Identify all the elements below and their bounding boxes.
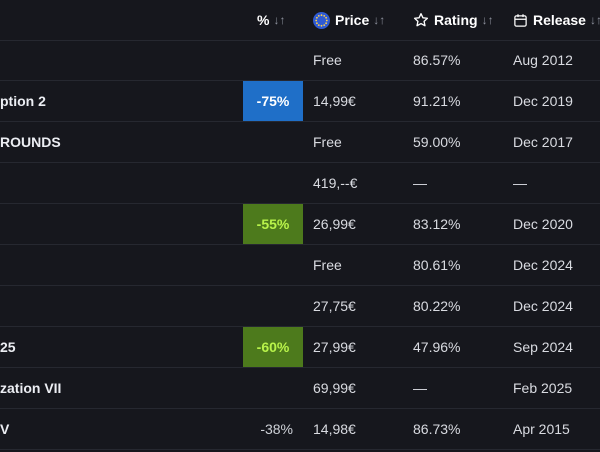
header-release[interactable]: Release ↓↑ (513, 0, 600, 40)
rating-value: 86.73% (413, 421, 461, 437)
sort-percent-icon: ↓↑ (273, 13, 286, 27)
release-value: Dec 2024 (513, 257, 573, 273)
release-value: Apr 2015 (513, 421, 570, 437)
table-row[interactable]: ROUNDS Free 59.00% Dec 2017 (0, 122, 600, 163)
table-row[interactable]: zation VII 69,99€ — Feb 2025 (0, 368, 600, 409)
release-value: Aug 2012 (513, 52, 573, 68)
rating-value: 83.12% (413, 216, 461, 232)
price-value: Free (313, 257, 342, 273)
rating-value: 91.21% (413, 93, 461, 109)
game-name[interactable] (0, 163, 240, 203)
rating-value: — (413, 175, 427, 191)
discount-badge: -75% (243, 81, 303, 121)
discount-badge: -55% (243, 204, 303, 244)
release-value: Feb 2025 (513, 380, 573, 396)
table-row[interactable]: 419,--€ — — (0, 163, 600, 204)
header-price-label: Price (335, 12, 370, 28)
eu-stars-icon (313, 11, 330, 29)
header-release-label: Release (533, 12, 586, 28)
table-header: % ↓↑ (0, 0, 600, 41)
header-percent-label: % (257, 12, 270, 28)
release-value: Dec 2019 (513, 93, 573, 109)
sort-price-icon: ↓↑ (373, 13, 386, 27)
release-value: Sep 2024 (513, 339, 573, 355)
price-value: 14,99€ (313, 93, 356, 109)
price-value: Free (313, 134, 342, 150)
sort-rating-icon: ↓↑ (481, 13, 494, 27)
rating-value: 80.61% (413, 257, 461, 273)
price-value: Free (313, 52, 342, 68)
game-name[interactable] (0, 245, 240, 285)
header-percent[interactable]: % ↓↑ (257, 0, 285, 40)
game-name[interactable]: 25 (0, 339, 16, 355)
release-value: Dec 2017 (513, 134, 573, 150)
table-row[interactable]: 25 -60% 27,99€ 47.96% Sep 2024 (0, 327, 600, 368)
price-value: 27,75€ (313, 298, 356, 314)
price-value: 69,99€ (313, 380, 356, 396)
game-name[interactable] (0, 40, 240, 80)
discount-badge: -38% (260, 421, 293, 437)
table-row[interactable]: -55% 26,99€ 83.12% Dec 2020 (0, 204, 600, 245)
release-value: — (513, 175, 527, 191)
rating-value: 47.96% (413, 339, 461, 355)
game-name[interactable] (0, 204, 240, 244)
discount-badge: -60% (243, 327, 303, 367)
rating-value: 80.22% (413, 298, 461, 314)
price-value: 419,--€ (313, 175, 358, 191)
header-price[interactable]: Price ↓↑ (313, 0, 385, 40)
game-name[interactable]: ROUNDS (0, 134, 61, 150)
game-name[interactable]: V (0, 421, 10, 437)
game-name[interactable] (0, 286, 240, 326)
table-row[interactable]: V -38% 14,98€ 86.73% Apr 2015 (0, 409, 600, 450)
game-name[interactable]: zation VII (0, 380, 62, 396)
release-value: Dec 2024 (513, 298, 573, 314)
star-outline-icon (413, 12, 429, 28)
game-name[interactable]: ption 2 (0, 93, 46, 109)
table-row[interactable]: Free 86.57% Aug 2012 (0, 40, 600, 81)
sort-release-icon: ↓↑ (589, 13, 600, 27)
release-value: Dec 2020 (513, 216, 573, 232)
price-value: 27,99€ (313, 339, 356, 355)
price-value: 14,98€ (313, 421, 356, 437)
rating-value: 86.57% (413, 52, 461, 68)
header-rating[interactable]: Rating ↓↑ (413, 0, 494, 40)
calendar-icon (513, 13, 528, 28)
table-row[interactable]: ption 2 -75% 14,99€ 91.21% Dec 2019 (0, 81, 600, 122)
table-row[interactable]: Free 80.61% Dec 2024 (0, 245, 600, 286)
price-value: 26,99€ (313, 216, 356, 232)
rating-value: 59.00% (413, 134, 461, 150)
table-row[interactable]: 27,75€ 80.22% Dec 2024 (0, 286, 600, 327)
rating-value: — (413, 380, 427, 396)
header-rating-label: Rating (434, 12, 478, 28)
